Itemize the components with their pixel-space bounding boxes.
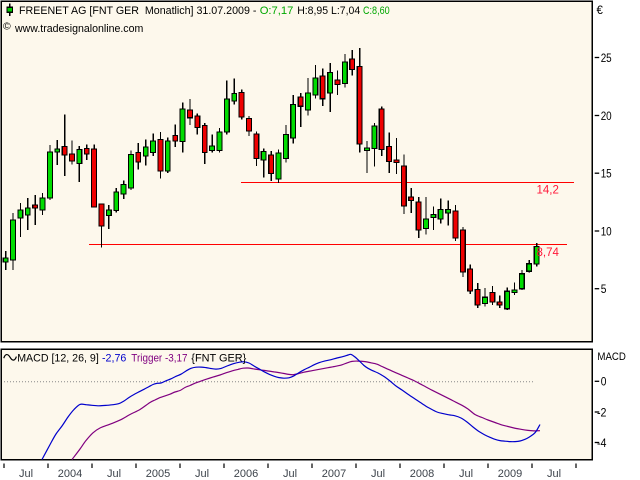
svg-text:€: € <box>597 5 604 17</box>
svg-text:©: © <box>3 21 11 33</box>
svg-text:Trigger -3,17: Trigger -3,17 <box>131 352 187 364</box>
svg-text:MACD [12, 26, 9]: MACD [12, 26, 9] <box>17 352 99 364</box>
svg-text:FREENET AG [FNT GER Monatlich: FREENET AG [FNT GER Monatlich] 31.07.200… <box>19 5 257 17</box>
svg-text:8,74: 8,74 <box>537 247 560 259</box>
svg-text:15: 15 <box>601 167 612 181</box>
svg-text:Jul: Jul <box>371 468 385 480</box>
svg-text:5: 5 <box>601 282 607 296</box>
svg-text:2009: 2009 <box>498 468 522 480</box>
svg-text:H:8,95 L:7,04: H:8,95 L:7,04 <box>297 5 360 17</box>
svg-text:Jul: Jul <box>459 468 473 480</box>
svg-text:Jul: Jul <box>19 468 33 480</box>
svg-text:Jul: Jul <box>283 468 297 480</box>
svg-text:-4: -4 <box>597 436 607 450</box>
svg-text:-2,76: -2,76 <box>102 352 126 364</box>
svg-text:C:8,60: C:8,60 <box>363 5 390 17</box>
svg-text:14,2: 14,2 <box>537 185 559 197</box>
svg-text:www.tradesignalonline.com: www.tradesignalonline.com <box>14 23 143 35</box>
svg-text:Jul: Jul <box>195 468 209 480</box>
svg-text:2008: 2008 <box>410 468 434 480</box>
svg-text:2005: 2005 <box>146 468 170 480</box>
svg-text:-2: -2 <box>597 405 607 419</box>
svg-text:{FNT GER}: {FNT GER} <box>191 352 246 364</box>
svg-text:2006: 2006 <box>234 468 258 480</box>
svg-text:0: 0 <box>601 375 607 389</box>
svg-text:20: 20 <box>601 109 612 123</box>
svg-text:25: 25 <box>601 51 612 65</box>
svg-text:O:7,17: O:7,17 <box>260 5 294 17</box>
svg-text:MACD: MACD <box>597 351 626 363</box>
svg-text:2004: 2004 <box>58 468 82 480</box>
svg-text:Jul: Jul <box>547 468 561 480</box>
svg-text:10: 10 <box>601 224 612 238</box>
svg-text:Jul: Jul <box>107 468 121 480</box>
svg-text:2007: 2007 <box>322 468 346 480</box>
